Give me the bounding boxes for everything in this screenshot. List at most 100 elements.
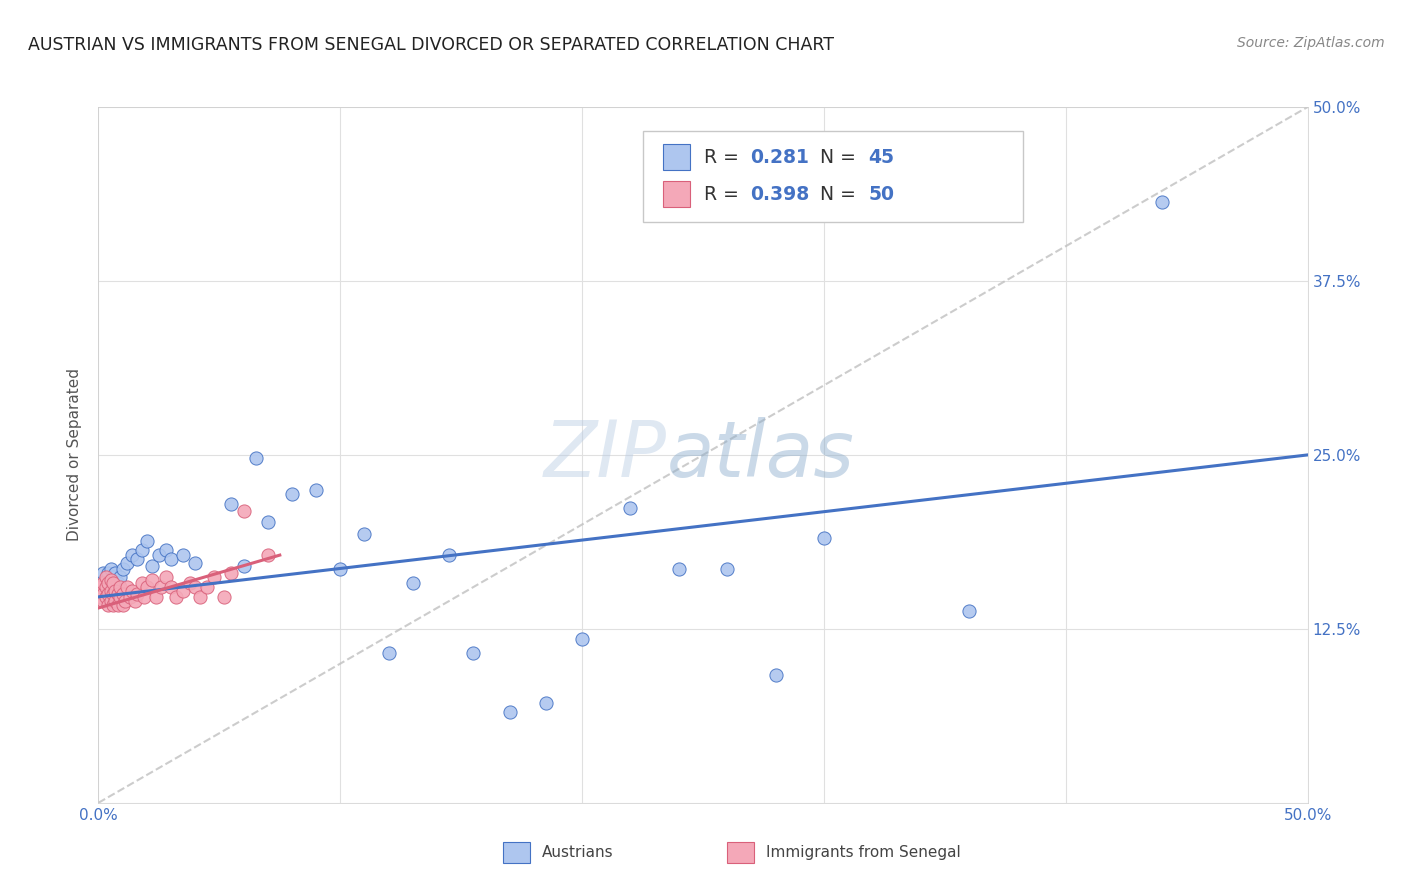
Point (221, 497, 243, 511)
Point (204, 570, 226, 584)
FancyBboxPatch shape (643, 131, 1024, 222)
Point (256, 548, 278, 562)
Point (107, 598, 129, 612)
Point (184, 557, 207, 571)
Point (111, 587, 134, 601)
Point (305, 483, 328, 497)
Point (97, 576, 120, 591)
Point (101, 587, 124, 601)
Point (111, 562, 134, 576)
Point (100, 584, 122, 599)
Point (155, 542, 177, 557)
Point (91, 576, 114, 591)
Point (108, 580, 131, 594)
Point (108, 570, 131, 584)
Point (90, 590, 112, 604)
Point (148, 548, 170, 562)
Point (111, 598, 134, 612)
Point (131, 576, 153, 591)
Point (437, 548, 460, 562)
Point (117, 557, 139, 571)
Point (184, 580, 207, 594)
Point (498, 706, 520, 720)
Point (104, 566, 127, 581)
Point (91, 587, 114, 601)
Y-axis label: Divorced or Separated: Divorced or Separated (67, 368, 83, 541)
Point (104, 584, 127, 599)
Text: 50: 50 (869, 185, 894, 203)
Point (165, 590, 187, 604)
Point (188, 590, 211, 604)
Point (179, 576, 201, 591)
Point (100, 573, 122, 587)
Text: Source: ZipAtlas.com: Source: ZipAtlas.com (1237, 36, 1385, 50)
Point (97, 580, 120, 594)
Point (281, 487, 304, 501)
Point (221, 566, 243, 581)
Bar (664, 144, 690, 170)
Point (232, 503, 254, 517)
Text: R =: R = (704, 148, 745, 167)
Point (135, 534, 157, 549)
Point (94, 573, 117, 587)
Point (97, 566, 120, 581)
Bar (664, 181, 690, 207)
Point (957, 604, 980, 618)
Bar (503, 842, 530, 863)
Point (353, 527, 375, 541)
Point (94, 590, 117, 604)
Point (212, 590, 235, 604)
Point (131, 542, 153, 557)
Point (402, 576, 425, 591)
Point (107, 587, 129, 601)
Point (104, 580, 127, 594)
Point (619, 500, 641, 515)
Point (107, 576, 129, 591)
Point (256, 515, 278, 529)
Point (94, 580, 117, 594)
Point (329, 562, 352, 576)
Point (141, 573, 163, 587)
Point (114, 594, 136, 608)
Text: 0.398: 0.398 (751, 185, 810, 203)
Point (765, 667, 787, 681)
Text: atlas: atlas (666, 417, 855, 493)
Point (124, 594, 146, 608)
Point (127, 587, 149, 601)
Point (121, 584, 143, 599)
Point (145, 590, 167, 604)
Point (155, 570, 177, 584)
Point (813, 532, 835, 546)
Text: 0.281: 0.281 (751, 148, 808, 167)
Point (160, 552, 183, 566)
Point (141, 559, 163, 574)
Point (668, 562, 690, 576)
Point (117, 580, 139, 594)
Point (135, 580, 157, 594)
Text: 45: 45 (869, 148, 894, 167)
Point (1152, 194, 1174, 209)
Point (100, 562, 122, 576)
Text: AUSTRIAN VS IMMIGRANTS FROM SENEGAL DIVORCED OR SEPARATED CORRELATION CHART: AUSTRIAN VS IMMIGRANTS FROM SENEGAL DIVO… (28, 36, 834, 54)
Bar (727, 842, 754, 863)
Point (101, 570, 124, 584)
Text: ZIP: ZIP (544, 417, 666, 493)
Point (134, 590, 156, 604)
Point (463, 646, 485, 660)
Text: R =: R = (704, 185, 745, 203)
Point (150, 580, 173, 594)
Point (91, 594, 114, 608)
Point (104, 594, 127, 608)
Point (101, 576, 124, 591)
Text: Immigrants from Senegal: Immigrants from Senegal (766, 846, 960, 861)
Point (534, 696, 557, 710)
Point (100, 594, 122, 608)
Point (377, 646, 399, 660)
Point (118, 590, 141, 604)
Text: N =: N = (820, 185, 862, 203)
Point (172, 584, 194, 599)
Point (101, 598, 124, 612)
Point (232, 559, 254, 574)
Point (195, 580, 218, 594)
Point (160, 580, 183, 594)
